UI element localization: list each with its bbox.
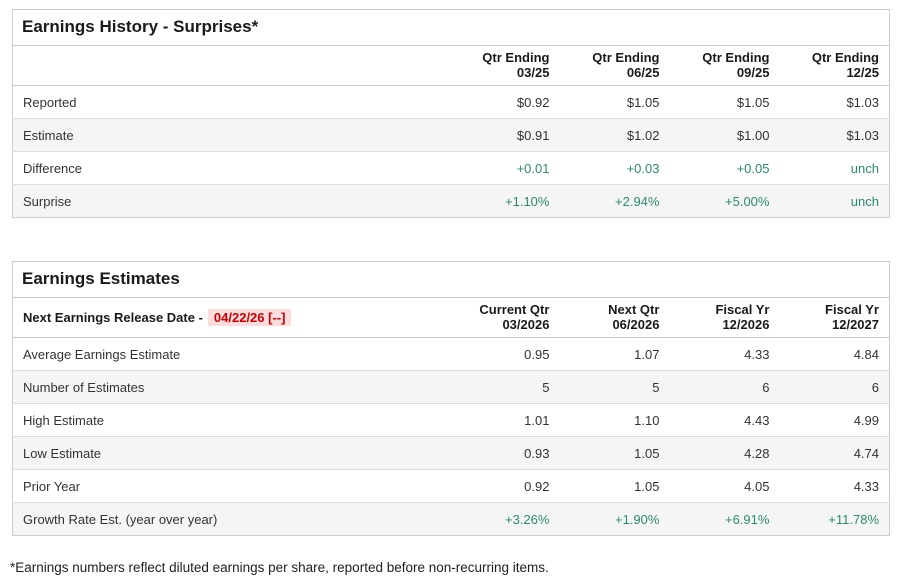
cell-value: 0.92: [524, 479, 550, 494]
table-row: Growth Rate Est. (year over year) +3.26% +…: [12, 502, 890, 536]
cell-value: +0.05: [736, 161, 770, 176]
cell-value: $1.02: [626, 128, 660, 143]
table-gap: [12, 218, 890, 261]
earnings-history-table: Earnings History - Surprises* Qtr Ending…: [12, 9, 890, 218]
cell-value: $1.03: [846, 95, 879, 110]
table-row: Difference +0.01 +0.03 +0.05 unch: [12, 151, 890, 185]
cell-value: +6.91%: [724, 512, 770, 527]
column-header-row: Next Earnings Release Date -04/22/26 [--…: [12, 297, 890, 338]
cell-value: 4.33: [744, 347, 770, 362]
cell-value: 1.10: [634, 413, 660, 428]
cell-value: 5: [542, 380, 550, 395]
table-row: Prior Year 0.92 1.05 4.05 4.33: [12, 469, 890, 503]
cell-value: +0.01: [516, 161, 550, 176]
cell-value: 6: [762, 380, 770, 395]
row-label: Number of Estimates: [23, 380, 145, 395]
cell-value: 4.84: [853, 347, 879, 362]
cell-value: $1.05: [626, 95, 660, 110]
earnings-estimates-title: Earnings Estimates: [12, 261, 890, 298]
cell-value: unch: [850, 194, 879, 209]
cell-value: 0.93: [524, 446, 550, 461]
cell-value: +11.78%: [828, 512, 879, 527]
cell-value: +1.10%: [505, 194, 550, 209]
table-row: Reported $0.92 $1.05 $1.05 $1.03: [12, 85, 890, 119]
cell-value: 4.43: [744, 413, 770, 428]
cell-value: +1.90%: [614, 512, 660, 527]
next-earnings-release-date: 04/22/26 [--]: [207, 308, 292, 326]
row-label: Surprise: [23, 194, 72, 209]
earnings-estimates-table: Earnings Estimates Next Earnings Release…: [12, 261, 890, 536]
cell-value: +5.00%: [725, 194, 770, 209]
cell-value: 5: [652, 380, 660, 395]
cell-value: 4.28: [744, 446, 770, 461]
cell-value: 1.05: [634, 446, 660, 461]
cell-value: $1.05: [736, 95, 770, 110]
row-label: Reported: [23, 95, 77, 110]
cell-value: +2.94%: [615, 194, 660, 209]
column-header: Qtr Ending 12/25: [779, 45, 890, 86]
table-row: Surprise +1.10% +2.94% +5.00% unch: [12, 184, 890, 218]
table-row: Low Estimate 0.93 1.05 4.28 4.74: [12, 436, 890, 470]
column-header: Fiscal Yr 12/2026: [669, 297, 780, 338]
column-header: Qtr Ending 03/25: [449, 45, 560, 86]
empty-header-cell: [12, 45, 450, 86]
cell-value: 1.01: [524, 413, 550, 428]
cell-value: $0.91: [516, 128, 550, 143]
row-label: Estimate: [23, 128, 74, 143]
column-header: Current Qtr 03/2026: [449, 297, 560, 338]
row-label: Prior Year: [23, 479, 81, 494]
row-label: High Estimate: [23, 413, 104, 428]
row-label: Growth Rate Est. (year over year): [23, 512, 218, 527]
row-label: Average Earnings Estimate: [23, 347, 181, 362]
cell-value: 1.05: [634, 479, 660, 494]
earnings-history-title: Earnings History - Surprises*: [12, 9, 890, 46]
table-row: Number of Estimates 5 5 6 6: [12, 370, 890, 404]
earnings-footnote: *Earnings numbers reflect diluted earnin…: [10, 560, 549, 575]
cell-value: 1.07: [634, 347, 660, 362]
cell-value: $1.03: [846, 128, 879, 143]
cell-value: 4.99: [853, 413, 879, 428]
cell-value: 0.95: [524, 347, 550, 362]
cell-value: unch: [850, 161, 879, 176]
table-row: High Estimate 1.01 1.10 4.43 4.99: [12, 403, 890, 437]
column-header: Qtr Ending 09/25: [669, 45, 780, 86]
cell-value: 4.05: [744, 479, 770, 494]
table-title-row: Earnings History - Surprises*: [12, 9, 890, 46]
next-earnings-release-label: Next Earnings Release Date -: [23, 309, 203, 325]
next-earnings-release-cell: Next Earnings Release Date -04/22/26 [--…: [12, 297, 450, 338]
cell-value: 4.74: [853, 446, 879, 461]
column-header-row: Qtr Ending 03/25 Qtr Ending 06/25 Qtr Ending…: [12, 45, 890, 86]
table-row: Average Earnings Estimate 0.95 1.07 4.33 4.8…: [12, 337, 890, 371]
row-label: Low Estimate: [23, 446, 102, 461]
cell-value: +3.26%: [504, 512, 550, 527]
table-title-row: Earnings Estimates: [12, 261, 890, 298]
cell-value: $0.92: [516, 95, 550, 110]
cell-value: 4.33: [853, 479, 879, 494]
column-header: Next Qtr 06/2026: [559, 297, 670, 338]
cell-value: $1.00: [736, 128, 770, 143]
column-header: Qtr Ending 06/25: [559, 45, 670, 86]
table-row: Estimate $0.91 $1.02 $1.00 $1.03: [12, 118, 890, 152]
cell-value: 6: [871, 380, 879, 395]
column-header: Fiscal Yr 12/2027: [779, 297, 890, 338]
row-label: Difference: [23, 161, 83, 176]
cell-value: +0.03: [626, 161, 660, 176]
